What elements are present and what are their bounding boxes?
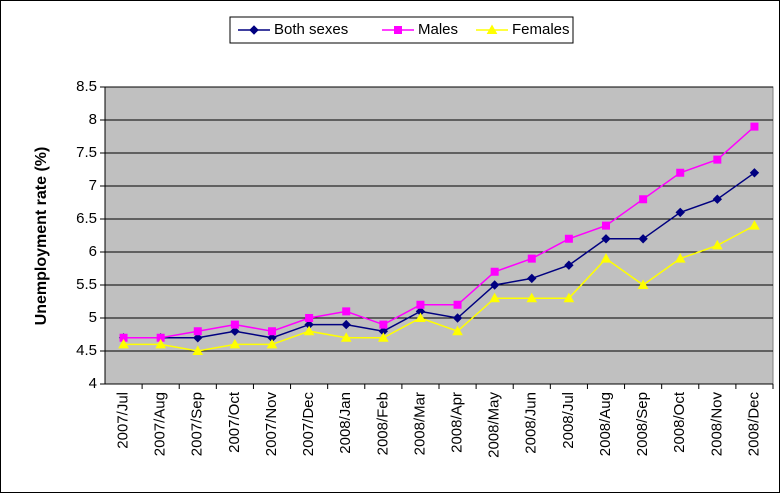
x-tick-label: 2007/Nov bbox=[263, 392, 280, 457]
data-point bbox=[341, 319, 351, 330]
data-point bbox=[266, 338, 278, 349]
y-axis-label: Unemployment rate (%) bbox=[33, 147, 50, 326]
data-point bbox=[489, 292, 501, 303]
legend-box bbox=[229, 16, 574, 44]
data-point bbox=[303, 325, 315, 336]
data-point bbox=[416, 300, 425, 309]
x-tick-label: 2007/Aug bbox=[152, 392, 169, 456]
data-point bbox=[713, 155, 722, 164]
series-line bbox=[123, 172, 755, 339]
data-point bbox=[305, 314, 314, 322]
y-tick-label: 5.5 bbox=[76, 276, 97, 293]
x-tick-label: 2008/Feb bbox=[374, 392, 391, 455]
data-point bbox=[564, 260, 574, 270]
data-point bbox=[638, 234, 648, 244]
data-point bbox=[415, 312, 426, 322]
data-point bbox=[527, 273, 537, 284]
data-point bbox=[452, 313, 463, 323]
y-tick-label: 5 bbox=[89, 309, 97, 326]
x-tick-label: 2008/Apr bbox=[449, 392, 466, 453]
data-point bbox=[712, 194, 723, 204]
legend-label: Females bbox=[512, 21, 570, 38]
data-point bbox=[563, 292, 575, 303]
x-tick-label: 2007/Dec bbox=[300, 392, 317, 457]
data-point bbox=[600, 253, 612, 263]
data-point bbox=[268, 327, 276, 336]
data-point bbox=[526, 292, 538, 303]
data-point bbox=[119, 333, 128, 342]
x-tick-label: 2008/Oct bbox=[671, 391, 688, 453]
data-point bbox=[192, 345, 204, 355]
legend-marker bbox=[486, 24, 498, 34]
x-tick-label: 2007/Jul bbox=[115, 392, 132, 449]
x-tick-label: 2008/Mar bbox=[411, 392, 428, 455]
legend-marker bbox=[394, 26, 402, 34]
data-point bbox=[676, 168, 685, 177]
data-point bbox=[602, 221, 610, 230]
data-point bbox=[452, 325, 463, 336]
data-point bbox=[193, 333, 203, 343]
data-point bbox=[639, 195, 648, 204]
data-point bbox=[601, 234, 611, 244]
data-point bbox=[749, 168, 760, 178]
data-point bbox=[155, 338, 167, 349]
data-point bbox=[379, 320, 388, 329]
y-tick-label: 7.5 bbox=[76, 144, 97, 161]
plot-area bbox=[104, 86, 774, 385]
y-tick-label: 6 bbox=[89, 243, 97, 260]
x-tick-label: 2008/Nov bbox=[708, 392, 725, 457]
y-tick-label: 7 bbox=[89, 177, 97, 194]
data-point bbox=[229, 338, 241, 349]
data-point bbox=[564, 234, 573, 243]
x-tick-label: 2007/Sep bbox=[189, 392, 206, 456]
x-tick-label: 2008/Sep bbox=[634, 392, 651, 456]
data-point bbox=[342, 307, 351, 316]
data-point bbox=[156, 333, 165, 342]
x-tick-label: 2008/May bbox=[486, 392, 503, 458]
legend-marker bbox=[249, 25, 259, 35]
x-tick-label: 2008/Jul bbox=[560, 392, 577, 449]
data-point bbox=[674, 253, 686, 263]
data-point bbox=[377, 332, 389, 342]
data-point bbox=[711, 239, 723, 250]
data-point bbox=[490, 267, 499, 276]
data-point bbox=[453, 300, 462, 309]
x-tick-label: 2008/Dec bbox=[745, 392, 762, 457]
y-tick-label: 8.5 bbox=[76, 78, 97, 95]
data-point bbox=[750, 122, 759, 131]
y-tick-label: 4.5 bbox=[76, 342, 97, 359]
data-point bbox=[340, 332, 352, 342]
data-point bbox=[527, 254, 536, 263]
x-tick-label: 2007/Oct bbox=[226, 391, 243, 453]
y-tick-label: 6.5 bbox=[76, 210, 97, 227]
x-tick-label: 2008/Aug bbox=[597, 392, 614, 456]
data-point bbox=[230, 320, 239, 329]
x-tick-label: 2008/Jun bbox=[523, 392, 540, 454]
data-point bbox=[675, 207, 685, 218]
data-point bbox=[637, 279, 649, 289]
data-point bbox=[749, 220, 760, 230]
legend-label: Males bbox=[418, 21, 458, 38]
data-point bbox=[118, 338, 129, 349]
series-line bbox=[123, 126, 755, 339]
data-point bbox=[230, 326, 240, 336]
x-tick-label: 2008/Jan bbox=[337, 392, 354, 454]
data-point bbox=[193, 327, 202, 336]
data-point bbox=[489, 280, 500, 290]
legend-label: Both sexes bbox=[274, 21, 348, 38]
series-line bbox=[123, 224, 755, 352]
y-tick-label: 4 bbox=[89, 375, 97, 392]
y-tick-label: 8 bbox=[89, 111, 97, 128]
